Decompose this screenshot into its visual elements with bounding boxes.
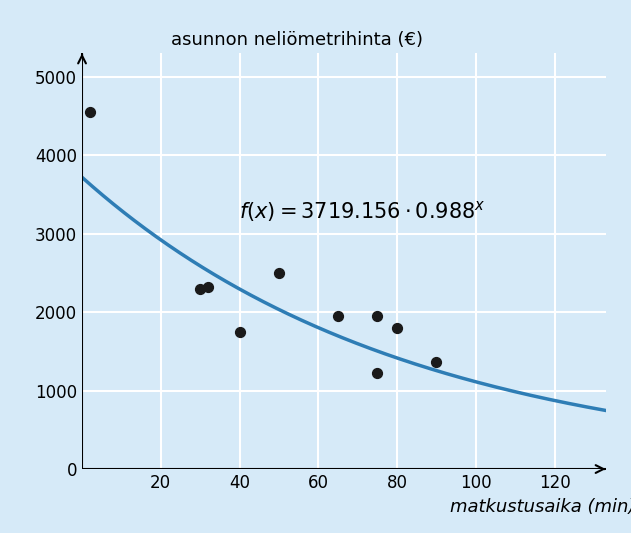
Point (85, 108, 95, 116)
Point (195, 285, 205, 293)
Point (235, 327, 245, 336)
Text: matkustusaika (min): matkustusaika (min) (451, 498, 631, 516)
Point (392, 324, 402, 332)
Point (372, 369, 382, 377)
Point (333, 312, 343, 320)
Text: asunnon neliömetrihinta (€): asunnon neliömetrihinta (€) (171, 31, 423, 49)
Point (203, 283, 213, 292)
Point (432, 357, 442, 366)
Text: $f(x) = 3719.156 \cdot 0.988^x$: $f(x) = 3719.156 \cdot 0.988^x$ (239, 199, 486, 224)
Point (274, 269, 284, 277)
Point (372, 312, 382, 320)
